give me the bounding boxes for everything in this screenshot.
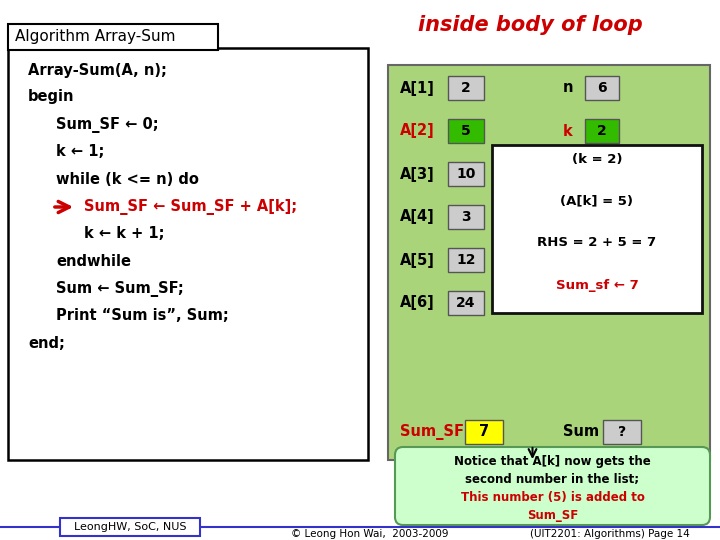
Bar — [448, 291, 484, 315]
Text: Print “Sum is”, Sum;: Print “Sum is”, Sum; — [56, 308, 229, 323]
Text: Sum_SF: Sum_SF — [400, 424, 464, 440]
Text: Sum_SF: Sum_SF — [527, 509, 578, 522]
Text: This number (5) is added to: This number (5) is added to — [461, 490, 644, 503]
Text: k: k — [563, 124, 572, 138]
Text: inside body of loop: inside body of loop — [418, 15, 642, 35]
Bar — [8, 24, 218, 50]
Text: Array-Sum(A, n);: Array-Sum(A, n); — [28, 63, 167, 78]
Text: 10: 10 — [456, 167, 476, 181]
Text: 6: 6 — [597, 81, 607, 95]
Text: k ← k + 1;: k ← k + 1; — [84, 226, 164, 241]
Text: RHS = 2 + 5 = 7: RHS = 2 + 5 = 7 — [537, 237, 657, 249]
Text: begin: begin — [28, 90, 74, 105]
Text: CPU: CPU — [580, 295, 613, 310]
Bar — [448, 162, 484, 186]
Text: A[4]: A[4] — [400, 210, 435, 225]
Text: Notice that A[k] now gets the: Notice that A[k] now gets the — [454, 455, 651, 468]
Bar — [448, 119, 484, 143]
Bar — [585, 119, 619, 143]
Text: (k = 2): (k = 2) — [572, 152, 622, 165]
Bar — [388, 65, 710, 460]
Text: LeongHW, SoC, NUS: LeongHW, SoC, NUS — [73, 522, 186, 532]
Text: A[3]: A[3] — [400, 166, 435, 181]
Text: (A[k] = 5): (A[k] = 5) — [560, 194, 634, 207]
Bar — [448, 76, 484, 100]
Text: 5: 5 — [461, 124, 471, 138]
Text: A[2]: A[2] — [400, 124, 435, 138]
Text: second number in the list;: second number in the list; — [465, 472, 639, 485]
Text: while (k <= n) do: while (k <= n) do — [56, 172, 199, 186]
Bar — [492, 145, 702, 313]
Text: A[5]: A[5] — [400, 253, 435, 267]
Bar — [8, 48, 368, 460]
Text: Sum_sf ← 7: Sum_sf ← 7 — [556, 279, 639, 292]
Text: 3: 3 — [462, 210, 471, 224]
Text: Sum_SF ← Sum_SF + A[k];: Sum_SF ← Sum_SF + A[k]; — [84, 199, 297, 215]
Bar — [448, 205, 484, 229]
Text: Sum_SF ← 0;: Sum_SF ← 0; — [56, 117, 158, 133]
Text: 2: 2 — [461, 81, 471, 95]
Text: endwhile: endwhile — [56, 253, 131, 268]
Bar — [448, 248, 484, 272]
Bar — [603, 420, 641, 444]
Text: k ← 1;: k ← 1; — [56, 145, 104, 159]
Text: A[6]: A[6] — [400, 295, 435, 310]
FancyBboxPatch shape — [395, 447, 710, 525]
Bar — [60, 518, 200, 536]
Text: 12: 12 — [456, 253, 476, 267]
Text: end;: end; — [28, 335, 65, 350]
Text: 24: 24 — [456, 296, 476, 310]
Text: 2: 2 — [597, 124, 607, 138]
Bar — [585, 76, 619, 100]
Text: 7: 7 — [479, 424, 489, 440]
Text: n: n — [563, 80, 574, 96]
Text: (UIT2201: Algorithms) Page 14: (UIT2201: Algorithms) Page 14 — [530, 529, 690, 539]
Text: A[1]: A[1] — [400, 80, 435, 96]
Text: Sum: Sum — [563, 424, 599, 440]
Text: ?: ? — [618, 425, 626, 439]
Text: Sum ← Sum_SF;: Sum ← Sum_SF; — [56, 281, 184, 297]
Text: Algorithm Array-Sum: Algorithm Array-Sum — [15, 30, 176, 44]
Text: © Leong Hon Wai,  2003-2009: © Leong Hon Wai, 2003-2009 — [292, 529, 449, 539]
Bar — [465, 420, 503, 444]
